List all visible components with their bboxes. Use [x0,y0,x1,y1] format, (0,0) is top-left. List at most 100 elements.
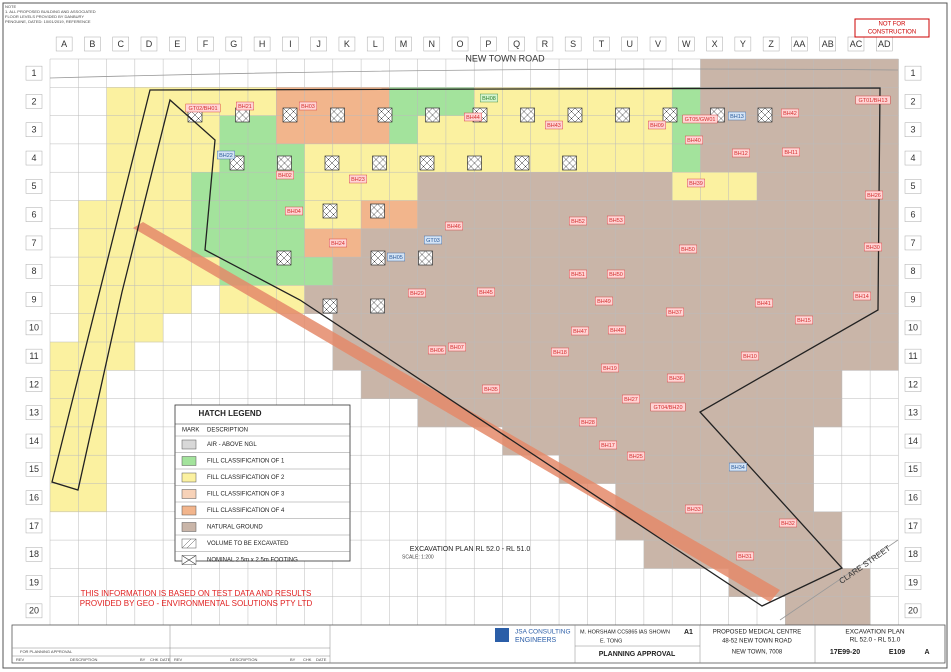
borehole-tag [781,108,800,118]
cell [502,285,532,314]
cell [304,115,334,145]
cell [615,342,645,371]
cell [445,228,475,258]
borehole-tag [608,325,627,335]
cell [247,115,277,145]
cell [841,596,871,626]
borehole-tag [482,384,501,394]
column-header-box [508,36,525,52]
cell [332,257,362,286]
row-header-box [904,490,922,505]
row-header-box [25,292,43,307]
footing-hatch [419,155,435,171]
cell [643,257,673,286]
borehole-tag [622,394,641,404]
borehole-tag [685,135,704,145]
borehole-label: BH18 [553,350,567,356]
borehole-label: BH32 [781,521,795,527]
cell [841,59,871,88]
row-header-box [25,462,43,477]
row-header-box [25,122,43,137]
cell [700,285,730,314]
borehole-tag [607,269,626,279]
cell [78,228,107,258]
road-edge [49,68,899,79]
borehole-tag [445,221,464,231]
borehole-label: BH29 [410,291,424,297]
column-header-box [621,36,638,52]
cell [672,426,701,456]
cell [813,313,843,343]
cell [643,483,673,513]
borehole-tag [729,462,748,472]
cell [474,172,503,201]
borehole-label: BH21 [238,104,252,110]
row-header: 18 [29,549,39,559]
row-header-box [25,348,43,364]
column-header-box [225,36,243,52]
cell [813,370,843,399]
cell [587,228,616,258]
rev-header: CHK [150,657,159,662]
cell [870,143,899,173]
cell [304,257,334,286]
cell [785,115,814,145]
cell [474,313,503,343]
cell [672,257,701,286]
borehole-tag [682,114,718,124]
borehole-label: BH42 [783,111,797,117]
cell [587,115,616,145]
column-header: B [89,39,95,49]
cell [106,228,136,258]
borehole-label: BH08 [482,96,496,102]
footing-hatch [235,107,250,123]
cell [389,228,418,258]
cell [247,172,277,201]
row-header-box [904,518,922,534]
cell [587,200,616,230]
rev-header: DATE [160,657,171,662]
column-header: P [485,39,491,49]
cell [78,426,107,456]
borehole-tag [648,120,667,130]
cell [304,228,334,258]
cell [728,511,758,541]
row-header: 6 [31,210,36,220]
borehole-tag [448,342,467,352]
borehole-label: BH09 [650,123,664,129]
legend-header: MARK [182,428,199,434]
rev-header: CHK [303,657,312,662]
column-header-box [253,36,271,52]
column-header-box [536,36,554,52]
legend-item: VOLUME TO BE EXCAVATED [207,541,289,547]
borehole-label: BH36 [669,376,683,382]
row-header: 16 [29,493,39,503]
legend-item: AIR - ABOVE NGL [207,442,257,448]
row-header: 14 [908,436,918,446]
footing-hatch [418,250,433,266]
borehole-label: BH41 [757,301,771,307]
borehole-label: BH10 [743,354,757,360]
cell [700,313,730,343]
cell [530,285,560,314]
cell [106,342,136,371]
project-no: 17E99-20 [830,649,860,656]
footing-hatch [322,298,338,314]
stamp: CONSTRUCTION [868,30,916,36]
cell [813,87,843,116]
cell [445,172,475,201]
borehole-tag [329,238,348,248]
grid-headers: A B C D E F G H I J K L M N O P Q R S T U V W X Y Z AA AB AC AD1 12 23 3… [25,36,922,619]
cell [389,87,418,116]
column-header: O [457,39,464,49]
column-header-box [282,36,299,52]
column-header: I [289,39,292,49]
borehole-label: BH06 [430,348,444,354]
row-header-box [25,94,43,109]
stamp: NOT FOR [879,22,907,28]
cell [615,285,645,314]
cell [785,200,814,230]
footing-hatch [370,203,385,219]
cell [361,313,390,343]
